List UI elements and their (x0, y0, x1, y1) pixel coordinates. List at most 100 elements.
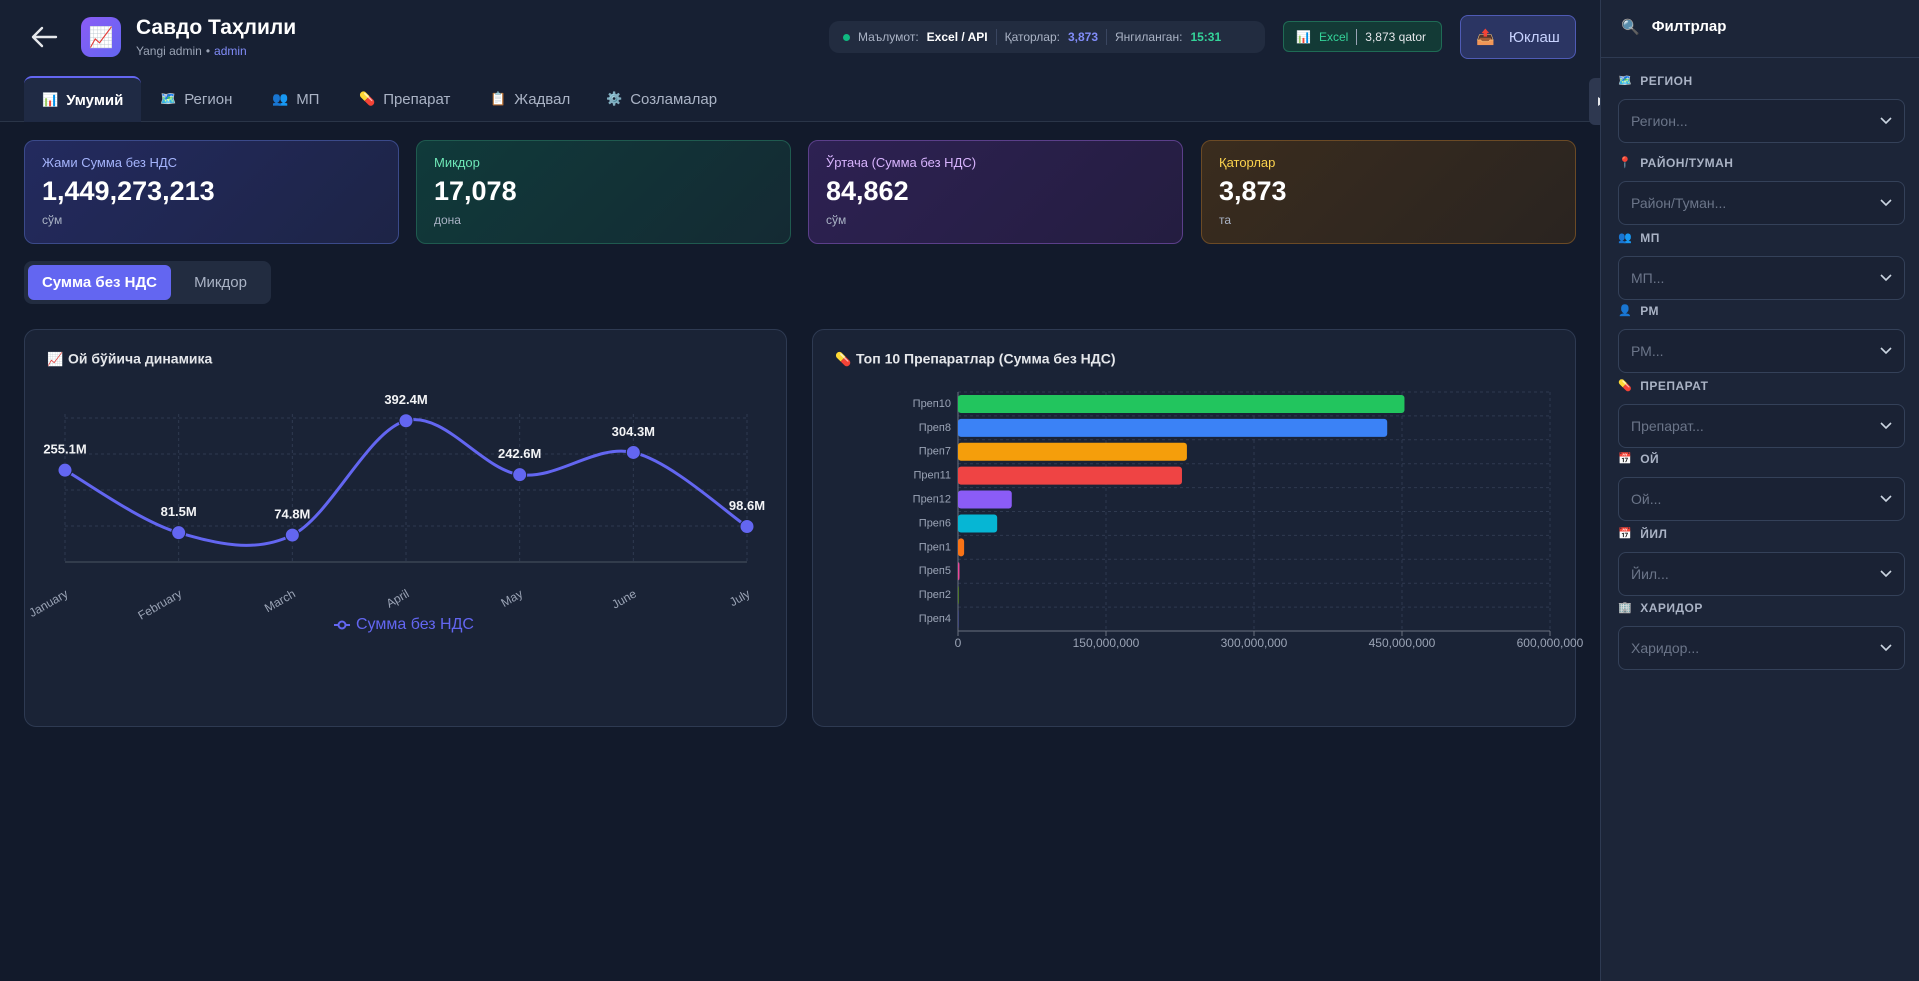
app-title: Савдо Таҳлили (136, 16, 297, 39)
y-tick-label: Преп11 (913, 470, 951, 482)
filter-select[interactable]: Район/Туман... (1618, 181, 1905, 225)
user-line: Yangi admin • admin (136, 44, 247, 58)
kpi-unit: сўм (42, 213, 63, 227)
button-label: Юклаш (1508, 28, 1560, 46)
bar (958, 538, 965, 557)
x-tick-label: April (384, 586, 412, 610)
badge-label: Excel (1318, 29, 1349, 44)
back-button[interactable] (30, 26, 58, 48)
excel-badge: 📊 Excel 3,873 qator (1283, 21, 1442, 52)
source: Excel / API (926, 30, 988, 44)
tab-label: Регион (184, 90, 233, 108)
filter-select[interactable]: МП... (1618, 256, 1905, 300)
filter-icon: 👤 (1618, 305, 1633, 317)
bar (958, 394, 1405, 413)
chart-title: Топ 10 Препаратлар (Сумма без НДС) (856, 351, 1116, 367)
kpi-unit: та (1219, 213, 1232, 227)
tab[interactable]: 🗺️ Регион (142, 76, 250, 122)
data-label: 255.1M (43, 442, 86, 457)
data-label: 74.8M (274, 507, 310, 522)
y-tick-label: Преп12 (913, 493, 951, 505)
filter-icon: 💊 (1618, 380, 1633, 392)
bar (958, 562, 960, 581)
updated: 15:31 (1190, 30, 1222, 44)
kpi-label: Микдор (434, 155, 480, 170)
bar (958, 466, 1182, 485)
rows-label: Қаторлар: (1004, 30, 1060, 44)
kpi-label: Қаторлар (1219, 155, 1276, 170)
chevron (1880, 644, 1892, 652)
legend-marker (337, 620, 347, 630)
tab[interactable]: 💊 Препарат (341, 76, 468, 122)
chevron (1880, 117, 1892, 125)
x-tick-label: May (499, 586, 526, 609)
x-tick-label: June (609, 586, 639, 611)
filter-sidebar: 🔍 Филтрлар 🗺️ РЕГИОН Регион... 📍 РАЙОН/ТУМАН… (1600, 0, 1919, 981)
status-pill: Маълумот: Excel / API Қаторлар: 3,873 Ян… (829, 21, 1265, 53)
upload-button[interactable]: 📤 Юклаш (1460, 15, 1576, 59)
y-tick-label: Преп2 (919, 589, 951, 601)
x-tick-label: 600,000,000 (1517, 636, 1584, 650)
divider (1356, 28, 1358, 45)
data-label: 242.6M (498, 446, 541, 461)
filter-select[interactable]: Харидор... (1618, 626, 1905, 670)
placeholder: Харидор... (1631, 640, 1700, 656)
tab[interactable]: 👥 МП (254, 76, 337, 122)
separator: • (205, 44, 211, 58)
filter-name: РАЙОН/ТУМАН (1640, 156, 1734, 170)
kpi-card: Микдор 17,078 дона (416, 140, 791, 244)
kpi-unit: сўм (826, 213, 847, 227)
x-tick-label: February (136, 586, 185, 622)
placeholder: Ой... (1631, 491, 1662, 507)
x-tick-label: 300,000,000 (1221, 636, 1288, 650)
x-tick-label: January (27, 586, 71, 619)
toggle-option[interactable]: Сумма без НДС (28, 265, 171, 300)
filter-name: ЙИЛ (1640, 527, 1668, 541)
filter-icon: 🏢 (1618, 602, 1633, 614)
kpi-value: 1,449,273,213 (42, 176, 215, 206)
y-tick-label: Преп4 (919, 613, 951, 625)
filter-name: РЕГИОН (1640, 74, 1693, 88)
filter-label: 👥 МП (1618, 231, 1660, 245)
tab-icon: 🗺️ (160, 91, 177, 106)
filter-icon: 📅 (1618, 528, 1633, 540)
kpi-label: Ўртача (Сумма без НДС) (826, 155, 977, 170)
tab-label: МП (296, 90, 320, 108)
placeholder: Район/Туман... (1631, 195, 1727, 211)
chevron (1880, 495, 1892, 503)
filter-name: ОЙ (1640, 452, 1660, 466)
placeholder: Регион... (1631, 113, 1688, 129)
tab[interactable]: ⚙️ Созламалар (588, 76, 735, 122)
toggle-option[interactable]: Микдор (194, 274, 247, 291)
tab[interactable]: 📊 Умумий (24, 76, 142, 122)
filter-select[interactable]: Регион... (1618, 99, 1905, 143)
filter-select[interactable]: Препарат... (1618, 404, 1905, 448)
filter-name: ХАРИДОР (1640, 601, 1703, 615)
tab-icon: ⚙️ (606, 91, 623, 106)
chevron (1880, 347, 1892, 355)
data-label: 81.5M (161, 504, 197, 519)
filter-select[interactable]: Ой... (1618, 477, 1905, 521)
filter-select[interactable]: РМ... (1618, 329, 1905, 373)
header: 📈 Савдо Таҳлили Yangi admin • admin Маъл… (0, 0, 1600, 122)
x-tick-label: 150,000,000 (1073, 636, 1140, 650)
chart-title: Ой бўйича динамика (68, 351, 213, 367)
filter-name: РМ (1640, 304, 1660, 318)
y-tick-label: Преп7 (919, 446, 951, 458)
point (625, 444, 641, 460)
data-label: 392.4M (384, 392, 427, 407)
tab-icon: 💊 (359, 91, 376, 106)
filter-label: 🗺️ РЕГИОН (1618, 74, 1693, 88)
status-dot (843, 33, 850, 41)
y-tick-label: Преп1 (919, 541, 951, 553)
tab[interactable]: 📋 Жадвал (472, 76, 588, 122)
filter-label: 📅 ЙИЛ (1618, 527, 1667, 541)
tab-label: Препарат (383, 90, 451, 108)
tab-label: Жадвал (514, 90, 571, 108)
placeholder: Препарат... (1631, 418, 1704, 434)
filter-select[interactable]: Йил... (1618, 552, 1905, 596)
kpi-value: 17,078 (434, 176, 517, 206)
bar (958, 514, 998, 533)
x-tick-label: July (727, 586, 752, 609)
